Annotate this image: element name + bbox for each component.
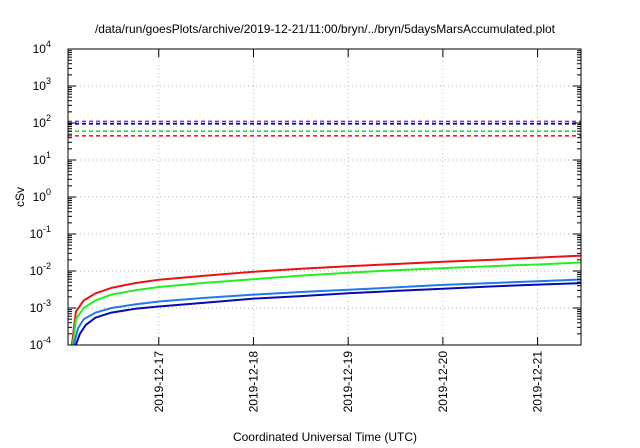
series-lines [70,254,582,346]
x-tick-label: 2019-12-20 [436,351,450,413]
grid [68,49,581,345]
series-line [74,282,582,346]
series-line [72,278,582,346]
y-tick-label: 102 [33,113,51,130]
y-axis-label: cSv [13,187,27,207]
y-axis-ticks: 10-4 10-3 10-2 10-1 100 101 102 103 104 [30,39,581,352]
threshold-lines [68,120,581,137]
x-tick-label: 2019-12-21 [531,351,545,413]
x-tick-label: 2019-12-17 [152,351,166,413]
y-tick-label: 10-3 [30,298,51,315]
y-tick-label: 10-2 [30,261,51,278]
y-tick-label: 101 [33,150,51,167]
x-tick-label: 2019-12-19 [341,351,355,413]
chart-title: /data/run/goesPlots/archive/2019-12-21/1… [95,22,556,36]
y-tick-label: 10-1 [30,224,51,241]
y-tick-label: 10-4 [30,335,51,352]
series-line [70,254,582,346]
series-line [71,261,582,346]
y-tick-label: 104 [33,39,51,56]
x-axis-ticks: 2019-12-17 2019-12-18 2019-12-19 2019-12-20… [152,49,545,412]
x-axis-label: Coordinated Universal Time (UTC) [233,430,417,444]
y-tick-label: 103 [33,76,51,93]
x-tick-label: 2019-12-18 [246,351,260,413]
y-tick-label: 100 [33,187,51,204]
